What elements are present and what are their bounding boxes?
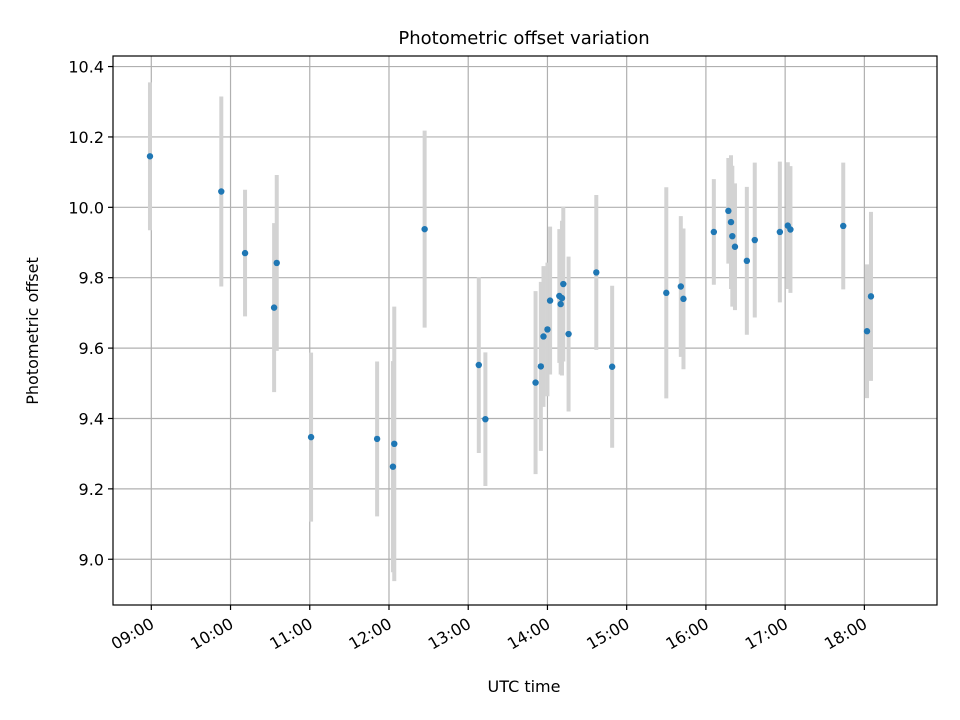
data-point bbox=[863, 328, 871, 335]
data-point bbox=[544, 326, 551, 333]
data-point bbox=[273, 259, 280, 267]
data-point bbox=[546, 297, 554, 304]
data-point bbox=[729, 232, 736, 240]
data-point bbox=[680, 295, 687, 303]
data-point bbox=[787, 226, 794, 233]
data-point bbox=[391, 440, 398, 448]
y-tick-label: 9.2 bbox=[79, 480, 104, 499]
data-point bbox=[751, 236, 758, 244]
data-point bbox=[557, 300, 564, 308]
y-tick-label: 10.0 bbox=[68, 198, 104, 217]
y-tick-label: 9.6 bbox=[79, 339, 104, 358]
y-tick-label: 9.4 bbox=[79, 409, 104, 428]
data-point bbox=[389, 463, 397, 470]
data-point bbox=[725, 207, 732, 215]
data-point bbox=[867, 293, 875, 300]
data-point bbox=[270, 304, 278, 311]
data-point bbox=[727, 218, 735, 226]
data-point bbox=[840, 222, 847, 230]
data-point bbox=[677, 283, 685, 290]
y-tick-label: 10.2 bbox=[68, 128, 104, 147]
data-point bbox=[663, 289, 670, 297]
data-point bbox=[776, 228, 784, 236]
data-point bbox=[710, 228, 718, 236]
data-point bbox=[475, 361, 482, 369]
data-points bbox=[146, 153, 875, 470]
data-point bbox=[558, 294, 566, 302]
data-point bbox=[307, 433, 315, 441]
data-point bbox=[532, 379, 539, 386]
data-point bbox=[608, 363, 616, 370]
data-point bbox=[560, 280, 567, 288]
data-point bbox=[373, 435, 381, 443]
data-point bbox=[218, 188, 225, 195]
y-tick-label: 10.4 bbox=[68, 58, 104, 77]
y-tick-label: 9.0 bbox=[79, 550, 104, 569]
plot-frame bbox=[112, 55, 938, 606]
data-point bbox=[565, 330, 572, 338]
y-axis-label: Photometric offset bbox=[23, 257, 42, 405]
data-point bbox=[731, 243, 739, 250]
x-axis-label: UTC time bbox=[488, 677, 561, 696]
y-tick-label: 9.8 bbox=[79, 269, 104, 288]
chart-title: Photometric offset variation bbox=[398, 28, 649, 49]
data-point bbox=[593, 269, 600, 276]
data-point bbox=[146, 153, 154, 160]
data-point bbox=[482, 415, 489, 423]
data-point bbox=[537, 363, 545, 370]
data-point bbox=[540, 333, 547, 340]
data-point bbox=[241, 249, 249, 257]
data-point bbox=[743, 257, 751, 265]
data-point bbox=[421, 225, 428, 233]
